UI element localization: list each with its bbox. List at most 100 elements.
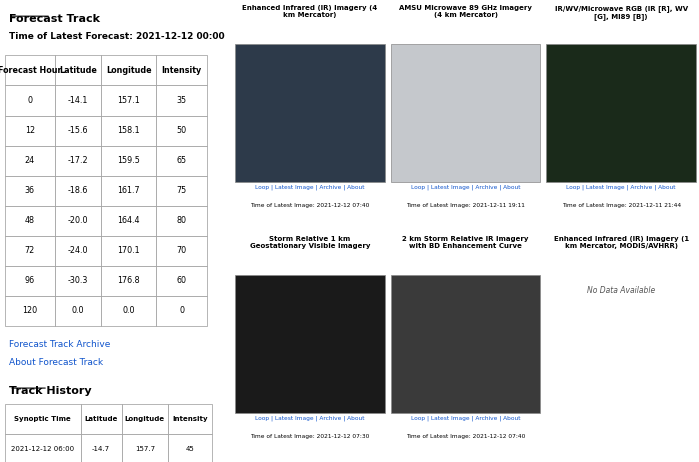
FancyBboxPatch shape <box>547 44 696 182</box>
Text: 12: 12 <box>25 126 35 135</box>
FancyBboxPatch shape <box>391 275 540 413</box>
FancyBboxPatch shape <box>101 176 157 206</box>
Text: 80: 80 <box>177 216 187 225</box>
Text: Forecast Hour: Forecast Hour <box>0 66 62 75</box>
Text: Intensity: Intensity <box>161 66 202 75</box>
FancyBboxPatch shape <box>55 266 101 296</box>
Text: Intensity: Intensity <box>172 416 208 422</box>
Text: Latitude: Latitude <box>59 66 97 75</box>
FancyBboxPatch shape <box>101 236 157 266</box>
Text: Time of Latest Image: 2021-12-11 19:11: Time of Latest Image: 2021-12-11 19:11 <box>406 203 525 208</box>
Text: 159.5: 159.5 <box>117 156 140 165</box>
Text: -14.1: -14.1 <box>68 96 88 105</box>
Text: 70: 70 <box>177 246 187 255</box>
Text: 157.7: 157.7 <box>135 446 155 452</box>
Text: 120: 120 <box>22 306 38 315</box>
Text: 48: 48 <box>25 216 35 225</box>
Text: Longitude: Longitude <box>125 416 165 422</box>
FancyBboxPatch shape <box>101 266 157 296</box>
FancyBboxPatch shape <box>157 85 207 116</box>
Text: Forecast Track: Forecast Track <box>9 14 100 24</box>
Text: IR/WV/Microwave RGB (IR [R], WV
[G], MI89 [B]): IR/WV/Microwave RGB (IR [R], WV [G], MI8… <box>554 5 688 20</box>
Text: Time of Latest Image: 2021-12-12 07:30: Time of Latest Image: 2021-12-12 07:30 <box>250 434 370 439</box>
Text: 65: 65 <box>177 156 187 165</box>
Text: 45: 45 <box>185 446 194 452</box>
Text: 2021-12-12 06:00: 2021-12-12 06:00 <box>11 446 74 452</box>
Text: Longitude: Longitude <box>106 66 152 75</box>
FancyBboxPatch shape <box>55 296 101 326</box>
Text: -17.2: -17.2 <box>68 156 89 165</box>
Text: 75: 75 <box>177 186 187 195</box>
FancyBboxPatch shape <box>5 434 80 462</box>
Text: 2 km Storm Relative IR Imagery
with BD Enhancement Curve: 2 km Storm Relative IR Imagery with BD E… <box>403 236 529 249</box>
FancyBboxPatch shape <box>80 404 122 434</box>
FancyBboxPatch shape <box>55 146 101 176</box>
Text: 72: 72 <box>24 246 35 255</box>
Text: 96: 96 <box>25 276 35 285</box>
FancyBboxPatch shape <box>5 266 55 296</box>
FancyBboxPatch shape <box>157 55 207 85</box>
FancyBboxPatch shape <box>168 404 212 434</box>
FancyBboxPatch shape <box>5 176 55 206</box>
Text: 36: 36 <box>25 186 35 195</box>
FancyBboxPatch shape <box>101 116 157 146</box>
Text: 0: 0 <box>27 96 32 105</box>
Text: About Forecast Track: About Forecast Track <box>9 358 103 367</box>
Text: 0: 0 <box>179 306 185 315</box>
Text: -18.6: -18.6 <box>68 186 88 195</box>
Text: AMSU Microwave 89 GHz Imagery
(4 km Mercator): AMSU Microwave 89 GHz Imagery (4 km Merc… <box>399 5 532 18</box>
FancyBboxPatch shape <box>391 44 540 182</box>
Text: 176.8: 176.8 <box>117 276 140 285</box>
Text: Loop | Latest Image | Archive | About: Loop | Latest Image | Archive | About <box>255 416 365 421</box>
Text: Track History: Track History <box>9 386 92 396</box>
FancyBboxPatch shape <box>55 206 101 236</box>
FancyBboxPatch shape <box>101 85 157 116</box>
FancyBboxPatch shape <box>157 176 207 206</box>
Text: 161.7: 161.7 <box>117 186 140 195</box>
FancyBboxPatch shape <box>5 296 55 326</box>
FancyBboxPatch shape <box>122 404 168 434</box>
Text: Time of Latest Image: 2021-12-11 21:44: Time of Latest Image: 2021-12-11 21:44 <box>561 203 681 208</box>
Text: -30.3: -30.3 <box>68 276 88 285</box>
Text: Loop | Latest Image | Archive | About: Loop | Latest Image | Archive | About <box>411 416 520 421</box>
FancyBboxPatch shape <box>5 404 80 434</box>
Text: Forecast Track Archive: Forecast Track Archive <box>9 340 110 348</box>
Text: -24.0: -24.0 <box>68 246 89 255</box>
FancyBboxPatch shape <box>5 85 55 116</box>
FancyBboxPatch shape <box>55 55 101 85</box>
Text: Latitude: Latitude <box>85 416 118 422</box>
FancyBboxPatch shape <box>122 434 168 462</box>
FancyBboxPatch shape <box>168 434 212 462</box>
Text: 158.1: 158.1 <box>117 126 140 135</box>
Text: Enhanced Infrared (IR) Imagery (1
km Mercator, MODIS/AVHRR): Enhanced Infrared (IR) Imagery (1 km Mer… <box>554 236 689 249</box>
FancyBboxPatch shape <box>55 85 101 116</box>
Text: 60: 60 <box>177 276 187 285</box>
Text: 0.0: 0.0 <box>72 306 85 315</box>
Text: Synoptic Time: Synoptic Time <box>14 416 71 422</box>
Text: Time of Latest Forecast: 2021-12-12 00:00: Time of Latest Forecast: 2021-12-12 00:0… <box>9 32 225 41</box>
FancyBboxPatch shape <box>5 55 55 85</box>
FancyBboxPatch shape <box>157 296 207 326</box>
FancyBboxPatch shape <box>101 206 157 236</box>
Text: 170.1: 170.1 <box>117 246 140 255</box>
FancyBboxPatch shape <box>157 236 207 266</box>
Text: -15.6: -15.6 <box>68 126 89 135</box>
FancyBboxPatch shape <box>101 296 157 326</box>
Text: Loop | Latest Image | Archive | About: Loop | Latest Image | Archive | About <box>411 185 520 190</box>
Text: -14.7: -14.7 <box>92 446 110 452</box>
Text: 35: 35 <box>177 96 187 105</box>
FancyBboxPatch shape <box>157 206 207 236</box>
Text: Time of Latest Image: 2021-12-12 07:40: Time of Latest Image: 2021-12-12 07:40 <box>250 203 370 208</box>
FancyBboxPatch shape <box>157 266 207 296</box>
FancyBboxPatch shape <box>157 116 207 146</box>
FancyBboxPatch shape <box>101 55 157 85</box>
FancyBboxPatch shape <box>55 176 101 206</box>
FancyBboxPatch shape <box>55 116 101 146</box>
FancyBboxPatch shape <box>55 236 101 266</box>
FancyBboxPatch shape <box>80 434 122 462</box>
FancyBboxPatch shape <box>5 236 55 266</box>
Text: No Data Available: No Data Available <box>587 286 655 295</box>
FancyBboxPatch shape <box>101 146 157 176</box>
FancyBboxPatch shape <box>157 146 207 176</box>
Text: 164.4: 164.4 <box>117 216 140 225</box>
